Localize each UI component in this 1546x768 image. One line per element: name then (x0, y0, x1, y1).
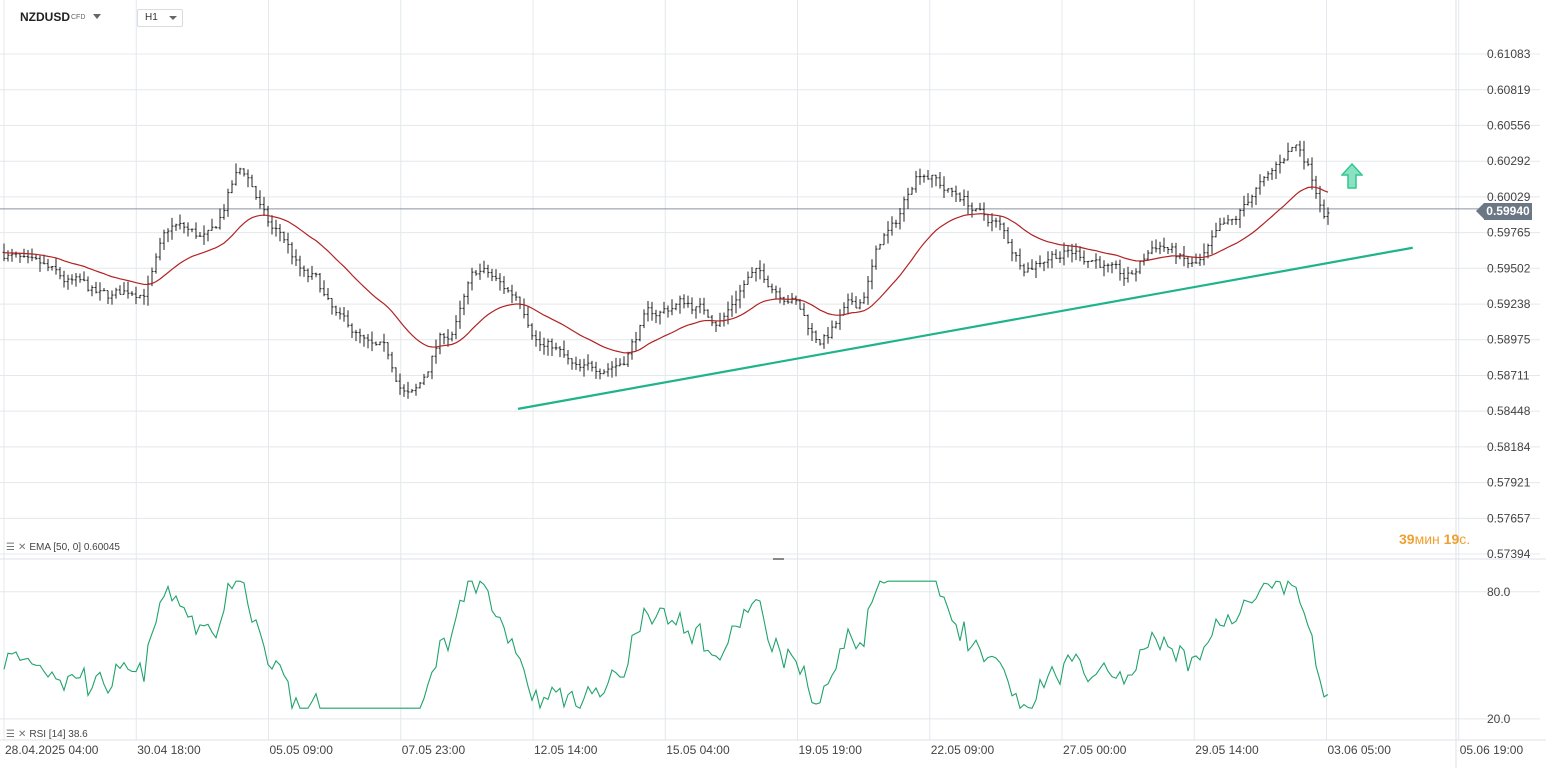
price-tick-label: 0.60819 (1487, 83, 1531, 97)
ema-indicator-label[interactable]: ☰ ✕ EMA [50, 0] 0.60045 (6, 542, 120, 553)
price-tick-label: 0.58184 (1487, 440, 1531, 454)
axes: 28.04.2025 04:00 30.04 18:00 05.05 09:00 07… (5, 47, 1531, 757)
price-tick-label: 0.58975 (1487, 333, 1531, 347)
price-tick-label: 0.60029 (1487, 190, 1531, 204)
symbol-dropdown-icon[interactable] (93, 14, 101, 19)
x-tick-label: 27.05 00:00 (1063, 743, 1127, 757)
price-tick-label: 0.57394 (1487, 547, 1531, 561)
x-tick-label: 12.05 14:00 (534, 743, 598, 757)
trendline[interactable] (517, 246, 1413, 410)
close-icon[interactable]: ✕ (17, 542, 27, 553)
price-tick-label: 0.61083 (1487, 47, 1531, 61)
up-arrow-icon (1341, 163, 1363, 189)
price-tick-label: 0.59238 (1487, 297, 1531, 311)
pane-resize-handle[interactable] (773, 558, 784, 560)
x-tick-label: 19.05 19:00 (799, 743, 863, 757)
last-price-tag: 0.59940 (1476, 203, 1532, 220)
rsi-series-line (3, 580, 1329, 711)
rsi-indicator-label[interactable]: ☰ ✕ RSI [14] 38.6 (6, 729, 88, 740)
price-tick-label: 0.60292 (1487, 154, 1531, 168)
price-tick-label: 0.58448 (1487, 404, 1531, 418)
x-tick-label: 05.06 19:00 (1460, 743, 1524, 757)
rsi-line (3, 580, 1329, 711)
timeframe-select[interactable]: H1 (137, 9, 183, 27)
timer-minutes: 39 (1399, 531, 1415, 547)
price-tick-label: 0.58711 (1487, 368, 1530, 382)
close-icon[interactable]: ✕ (17, 729, 27, 740)
x-tick-label: 22.05 09:00 (931, 743, 995, 757)
x-tick-label: 05.05 09:00 (270, 743, 334, 757)
price-tick-label: 0.60556 (1487, 118, 1531, 132)
price-tick-label: 0.57921 (1487, 476, 1531, 490)
symbol-name[interactable]: NZDUSD (20, 10, 70, 24)
x-tick-label: 15.05 04:00 (666, 743, 730, 757)
indicator-settings-icon[interactable]: ☰ (6, 542, 15, 553)
support-trendline (517, 246, 1413, 410)
rsi-tick-label: 20.0 (1487, 712, 1511, 726)
x-tick-label: 03.06 05:00 (1328, 743, 1392, 757)
symbol-type: CFD (71, 14, 86, 21)
chevron-down-icon (169, 16, 177, 20)
candles (2, 140, 1330, 399)
ema-label-text: EMA [50, 0] 0.60045 (29, 542, 120, 553)
x-tick-label: 07.05 23:00 (402, 743, 466, 757)
timer-min-unit: мин (1414, 531, 1440, 547)
timeframe-label: H1 (145, 12, 158, 23)
ema-series-line (3, 186, 1329, 354)
price-tick-label: 0.59502 (1487, 261, 1531, 275)
price-tick-label: 0.59765 (1487, 226, 1531, 240)
rsi-tick-label: 80.0 (1487, 585, 1511, 599)
timer-seconds: 19 (1443, 531, 1460, 547)
timer-sec-unit: с. (1459, 531, 1471, 547)
x-tick-label: 30.04 18:00 (137, 743, 201, 757)
rsi-label-text: RSI [14] 38.6 (29, 729, 88, 740)
x-tick-label: 29.05 14:00 (1195, 743, 1259, 757)
ema-line (3, 186, 1329, 354)
price-tick-label: 0.57657 (1487, 511, 1531, 525)
chart-toolbar: NZDUSD CFD H1 (0, 0, 1546, 34)
candle-countdown-timer: 39мин 19с. (1399, 531, 1470, 547)
x-tick-label: 28.04.2025 04:00 (5, 743, 99, 757)
indicator-settings-icon[interactable]: ☰ (6, 729, 15, 740)
